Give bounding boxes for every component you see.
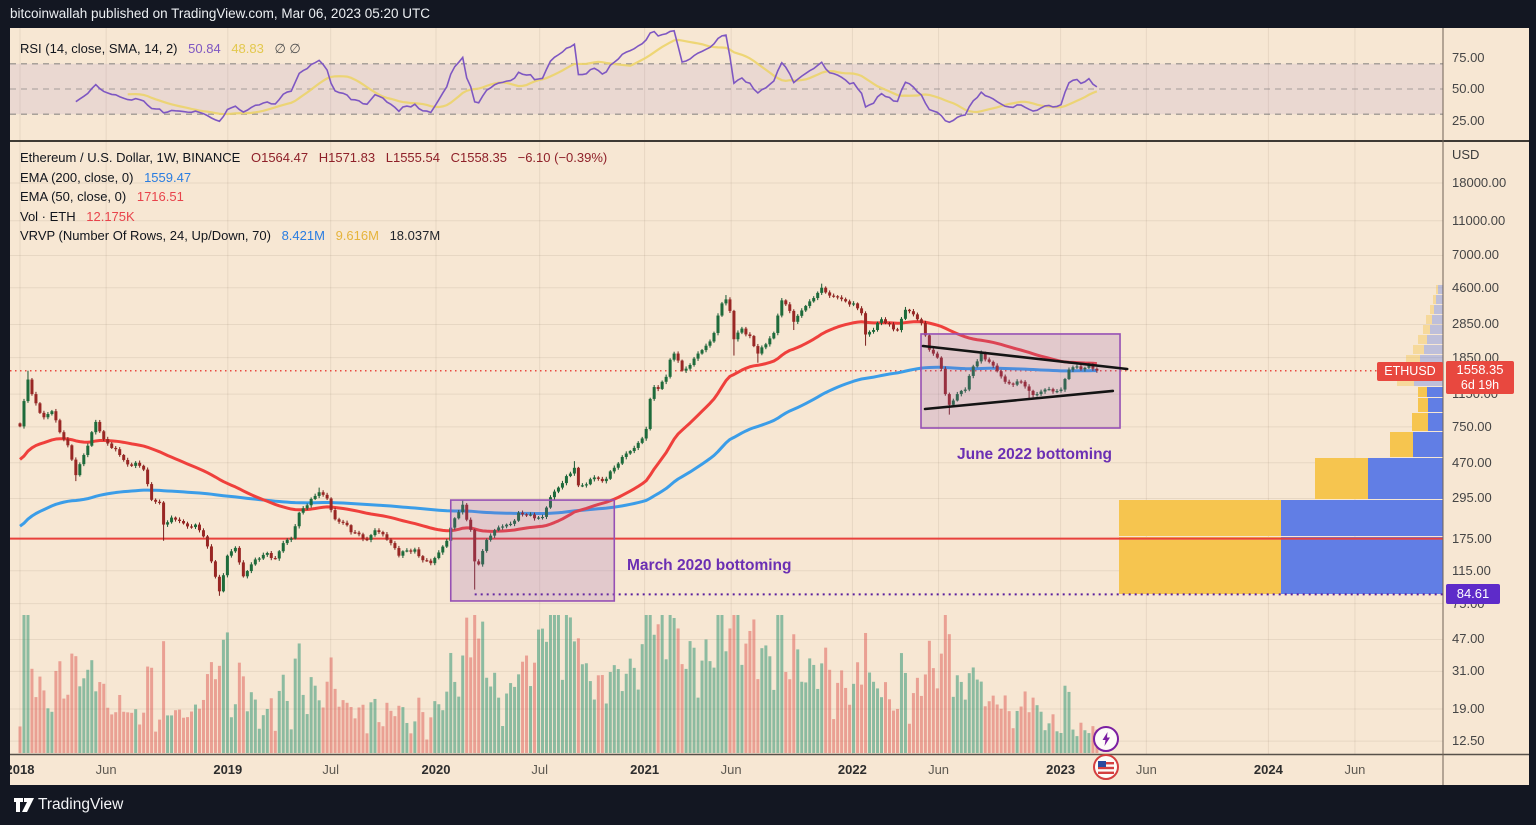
user-drawings[interactable] [449,333,1129,602]
rsi-tick-label: 25.00 [1452,112,1485,128]
time-tick-month: Jun [1344,762,1366,777]
price-tick-label: 115.00 [1452,562,1491,578]
bar-countdown: 6d 19h [1460,378,1500,392]
annotation-june-2022[interactable]: June 2022 bottoming [957,446,1113,463]
time-tick-month: Jun [95,762,117,777]
currency-label: USD [1452,147,1480,162]
ohlc-change: −6.10 (−0.39%) [517,150,608,165]
ohlc-low: L1555.54 [385,150,440,165]
price-tick-label: 4600.00 [1452,279,1499,295]
chart-area[interactable]: RSI (14, close, SMA, 14, 2) 50.84 48.83 … [10,28,1529,785]
ray-price-tag: 84.61 [1446,584,1500,604]
price-tick-label: 12.50 [1452,733,1485,749]
volume-bars [18,615,1099,753]
symbol-price-flag: ETHUSD [1377,362,1443,381]
vrvp-title: VRVP (Number Of Rows, 24, Up/Down, 70) [20,228,271,243]
horizontal-levels[interactable] [10,370,1443,596]
volume-legend-row: Vol · ETH 12.175K [20,207,607,227]
lightning-bolt-glyph [1102,732,1110,746]
time-tick-month: Jun [928,762,950,777]
rsi-legend-icons[interactable]: ∅ ∅ [274,41,301,56]
rsi-sma-value: 48.83 [231,41,264,56]
time-tick-year: 2022 [837,762,867,777]
price-tick-label: 18000.00 [1452,175,1507,190]
time-tick-year: 2021 [630,762,660,777]
us-flag-glyph [1098,761,1114,774]
publish-text: bitcoinwallah published on TradingView.c… [10,6,430,21]
lightning-event-icon[interactable] [1093,726,1119,752]
price-tick-label: 470.00 [1452,454,1492,470]
time-tick-year: 2020 [421,762,451,777]
time-tick-month: Jul [531,762,548,777]
time-tick-year: 2024 [1253,762,1283,777]
chart-canvas[interactable] [10,28,1529,785]
symbol-legend-row: Ethereum / U.S. Dollar, 1W, BINANCE O156… [20,148,607,168]
price-tick-label: 1850.00 [1452,349,1499,365]
time-tick-year: 2023 [1046,762,1076,777]
time-axis[interactable]: 2018 Jun 2019 Jul 2020 Jul 2021 Jun 2022 Jun 2023 J… [10,754,1443,785]
time-tick-month: Jun [720,762,742,777]
ema200-legend-row: EMA (200, close, 0) 1559.47 [20,168,607,188]
pane-frame [10,28,1529,785]
vrvp-up-value: 8.421M [281,228,325,243]
ema-lines [19,320,1097,533]
grid-lines [10,28,1443,754]
time-tick-month: Jun [1135,762,1157,777]
us-flag-event-icon[interactable] [1093,754,1119,780]
ema50-title: EMA (50, close, 0) [20,189,127,204]
volume-value: 12.175K [86,208,135,224]
time-tick-year: 2018 [10,762,35,777]
annotation-march-2020[interactable]: March 2020 bottoming [627,557,792,574]
ohlc-close: C1558.35 [450,150,507,165]
ohlc-high: H1571.83 [318,150,376,165]
ohlc-open: O1564.47 [250,150,309,165]
ema50-legend-row: EMA (50, close, 0) 1716.51 [20,187,607,207]
brand-text[interactable]: TradingView [38,796,124,813]
time-tick-month: Jul [322,762,340,777]
rsi-tick-label: 75.00 [1452,49,1485,65]
rsi-tick-label: 50.00 [1452,81,1485,96]
symbol-title: Ethereum / U.S. Dollar, 1W, BINANCE [20,150,241,165]
publish-bar: bitcoinwallah published on TradingView.c… [0,0,1536,28]
rsi-legend[interactable]: RSI (14, close, SMA, 14, 2) 50.84 48.83 … [20,41,301,57]
vrvp-down-value: 9.616M [335,228,379,243]
volume-title: Vol · ETH [20,208,76,224]
last-price-value: 1558.35 [1456,362,1504,377]
rsi-legend-title: RSI (14, close, SMA, 14, 2) [20,41,178,56]
rsi-pane [10,29,1443,124]
rsi-value: 50.84 [188,41,221,56]
volume-profile [1119,285,1443,594]
candlestick-series [18,283,1099,596]
price-tick-label: 175.00 [1452,530,1492,546]
main-legend[interactable]: Ethereum / U.S. Dollar, 1W, BINANCE O156… [20,148,607,246]
price-tick-label: 2850.00 [1452,316,1499,332]
price-tick-label: 11000.00 [1452,212,1506,228]
price-tick-label: 7000.00 [1452,247,1499,263]
last-price-tag: 1558.35 6d 19h [1446,361,1514,394]
time-tick-year: 2019 [213,762,243,777]
price-tick-label: 19.00 [1452,700,1485,716]
ema50-value: 1716.51 [136,189,184,204]
vrvp-total-value: 18.037M [389,228,441,243]
vrvp-legend-row: VRVP (Number Of Rows, 24, Up/Down, 70) 8… [20,226,607,246]
ema200-value: 1559.47 [144,169,192,185]
tradingview-logo[interactable] [13,795,35,815]
price-axis[interactable]: 18000.00 11000.00 7000.00 4600.00 2850.00 185… [1443,28,1529,785]
price-tick-label: 31.00 [1452,663,1485,679]
price-tick-label: 47.00 [1452,631,1485,647]
ema200-title: EMA (200, close, 0) [20,169,134,185]
price-tick-label: 750.00 [1452,418,1492,434]
footer-bar: TradingView [0,785,1536,825]
price-tick-label: 295.00 [1452,490,1492,506]
